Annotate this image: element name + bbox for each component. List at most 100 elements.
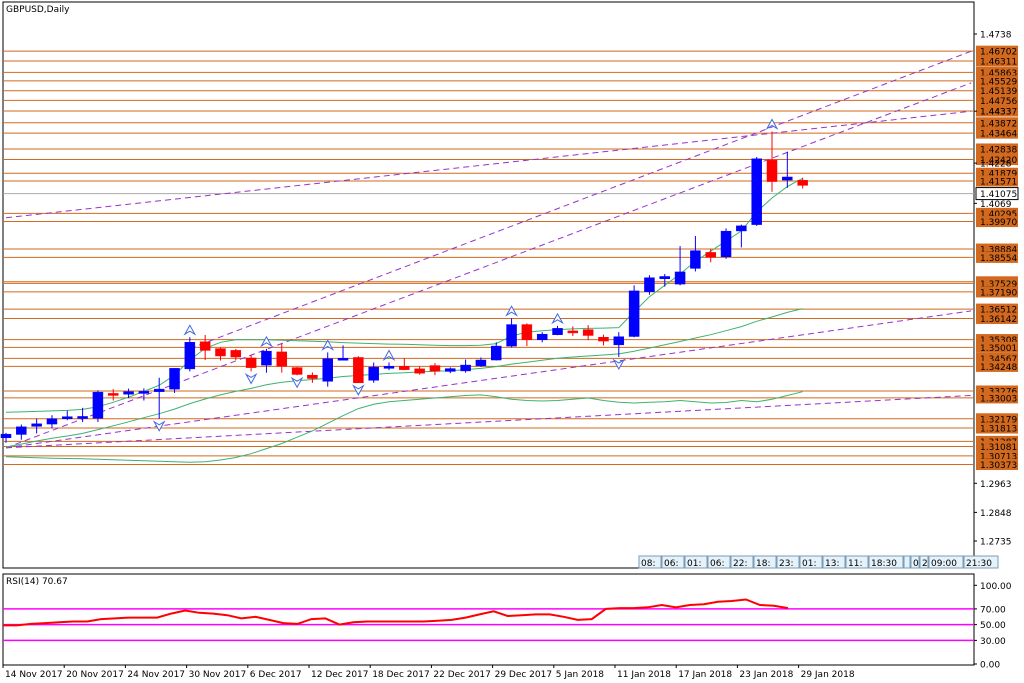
time-tick-label: 5 Jan 2018 [556,670,604,680]
time-label-box [776,555,800,569]
price-tick-label: 1.4738 [980,31,1012,41]
rsi-title: RSI(14) 70.67 [6,577,68,587]
time-label-box [707,555,731,569]
price-label-bg [976,66,1018,78]
price-axis: 1.467021.463111.458631.455291.451391.447… [974,31,1019,548]
bollinger-lower-line [5,391,803,463]
candle-body [123,391,134,395]
rsi-line [3,598,789,627]
time-tick-label: 22 Dec 2017 [433,670,491,680]
time-label-text: 13: [825,559,839,569]
time-label-box [661,555,685,569]
price-label-bg [976,422,1018,434]
fractal-up-marker [260,335,273,348]
time-tick-label: 17 Jan 2018 [678,670,732,680]
candle-body [199,341,211,351]
price-label: 1.38884 [980,246,1017,256]
fractal-up-marker [551,312,564,325]
time-label-text: 22: [733,559,747,569]
price-label-bg [976,392,1018,404]
candle-body [644,277,655,292]
price-label-bg [976,154,1018,166]
time-tick-label: 18 Dec 2017 [372,670,430,680]
price-label: 1.34248 [980,363,1017,373]
candle-body [659,276,671,280]
price-label-bg [976,117,1018,129]
price-label: 1.43464 [980,130,1017,140]
candle-body [337,357,349,361]
fractal-down-marker [290,376,304,389]
time-labels-box: 08: 06: 01: 06: 22: 18: 23: 01: 13: 11: 18:30 0 2 09:… [638,555,999,569]
candle-body [797,180,808,186]
candle-body [291,367,303,375]
price-label-bg [976,277,1018,289]
candle-body [138,391,150,394]
rsi-tick-label: 30.00 [980,637,1006,647]
price-label: 1.45863 [980,69,1017,79]
candle-body [0,433,12,438]
current-price-box [975,187,1019,201]
price-label: 1.31081 [980,443,1017,453]
time-label-box [919,555,929,569]
price-label-bg [976,312,1018,324]
candle-body [598,336,609,342]
time-tick-label: 29 Dec 2017 [495,670,552,680]
candle-body [383,366,395,369]
price-label-bg [976,303,1018,315]
price-label-bg [976,143,1018,155]
fractal-up-marker [382,349,396,361]
price-tick-label: 1.4069 [980,200,1012,210]
time-label-box [910,555,920,569]
candle-body [92,391,104,419]
candle-body [169,368,180,390]
rsi-tick-label: 50.00 [980,621,1006,631]
candle-body [307,374,318,379]
candle-body [705,252,716,258]
fractal-down-marker [244,373,258,385]
time-tick-label: 20 Nov 2017 [66,670,124,680]
time-label-box [845,555,869,569]
price-label-bg [976,441,1018,453]
price-label: 1.44337 [980,108,1017,118]
rsi-tick-label: 0.00 [980,661,1000,671]
candle-body [766,159,778,182]
time-label-box [753,555,777,569]
candle-body [245,357,257,368]
current-price-label: 1.41075 [980,190,1017,200]
time-label-box [799,555,823,569]
time-label-box [730,555,754,569]
candle-body [353,357,364,384]
time-label-text: 09:00 [931,559,957,569]
time-label-text: 01: [802,559,816,569]
price-tick-label: 1.2963 [980,480,1012,490]
price-label-bg [976,85,1018,97]
candle-body [107,393,119,396]
price-label: 1.37529 [980,280,1017,290]
candle-body [613,336,625,346]
chart-title: GBPUSD,Daily [6,5,70,15]
time-tick-label: 24 Nov 2017 [127,670,185,680]
candle-body [552,328,563,335]
price-label-bg [976,175,1018,187]
candle-body [720,230,732,257]
time-label-box [928,555,964,569]
fractal-up-marker [765,118,779,130]
time-tick-label: 14 Nov 2017 [5,670,63,680]
candle-body [506,324,517,347]
time-tick-label: 11 Jan 2018 [617,670,671,680]
price-label-bg [976,55,1018,67]
candle-body [322,358,333,382]
price-label-bg [976,334,1018,346]
time-label-text: 21:30 [966,559,992,569]
price-label-bg [976,385,1018,397]
candle-body [475,359,487,367]
candle-body [445,368,456,372]
candle-body [751,158,762,225]
rsi-tick-label: 100.00 [980,582,1012,592]
price-label-bg [976,243,1018,255]
candle-body [490,345,502,361]
rsi-panel: 100.00 70.00 50.00 30.00 0.00 [3,582,1012,671]
channel-lines [5,50,972,449]
time-label-text: 18:30 [871,559,897,569]
price-label: 1.31813 [980,425,1017,435]
